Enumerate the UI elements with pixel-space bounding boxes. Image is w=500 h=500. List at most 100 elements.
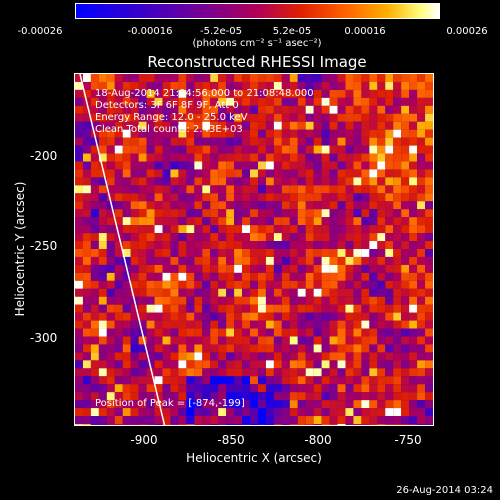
heatmap-cell [281, 360, 290, 369]
heatmap-cell [234, 249, 243, 257]
heatmap-cell [329, 129, 338, 138]
heatmap-cell [178, 225, 187, 234]
heatmap-cell [75, 288, 83, 297]
heatmap-cell [178, 360, 187, 369]
heatmap-cell [425, 209, 433, 218]
heatmap-cell [385, 113, 394, 122]
heatmap-cell [218, 113, 227, 122]
heatmap-cell [369, 304, 378, 313]
heatmap-cell [178, 392, 187, 401]
heatmap-cell [329, 89, 338, 98]
heatmap-cell [273, 320, 282, 329]
heatmap-cell [82, 384, 91, 393]
heatmap-cell [146, 288, 155, 297]
heatmap-cell [289, 145, 298, 154]
heatmap-cell [353, 288, 362, 297]
heatmap-cell [162, 241, 171, 250]
heatmap-cell [114, 145, 123, 154]
heatmap-cell [257, 185, 266, 194]
heatmap-cell [345, 74, 354, 82]
heatmap-cell [369, 328, 378, 337]
heatmap-cell [106, 328, 115, 337]
heatmap-cell [226, 177, 235, 186]
heatmap-cell [106, 121, 115, 130]
heatmap-cell [281, 304, 290, 313]
heatmap-cell [393, 400, 402, 409]
heatmap-cell [313, 121, 322, 130]
heatmap-cell [202, 256, 211, 265]
heatmap-cell [289, 392, 298, 401]
heatmap-cell [250, 161, 258, 170]
colorbar-unit: (photons cm⁻² s⁻¹ asec⁻²) [192, 38, 322, 49]
heatmap-cell [90, 89, 99, 98]
heatmap-cell [234, 233, 243, 242]
heatmap-cell [202, 89, 211, 98]
heatmap-cell [226, 169, 235, 178]
heatmap-cell [162, 217, 171, 226]
heatmap-cell [98, 344, 107, 353]
heatmap-cell [337, 97, 346, 106]
heatmap-cell [257, 288, 266, 297]
y-tick-label: -200 [30, 149, 58, 163]
heatmap-cell [90, 328, 99, 337]
heatmap-cell [329, 344, 338, 353]
heatmap-cell [361, 121, 370, 130]
heatmap-cell [321, 344, 330, 353]
heatmap-cell [98, 201, 107, 210]
heatmap-cell [313, 241, 322, 250]
heatmap-cell [210, 161, 219, 170]
heatmap-cell [202, 105, 211, 114]
heatmap-cell [409, 256, 418, 265]
heatmap-cell [250, 384, 258, 393]
heatmap-cell [250, 241, 258, 250]
heatmap-cell [226, 241, 235, 250]
heatmap-cell [178, 241, 187, 250]
heatmap-cell [353, 177, 362, 186]
heatmap-cell [409, 368, 418, 377]
heatmap-cell [242, 344, 251, 353]
heatmap-cell [154, 201, 163, 210]
heatmap-cell [106, 74, 115, 82]
heatmap-cell [234, 217, 243, 226]
heatmap-cell [226, 320, 235, 329]
heatmap-cell [289, 129, 298, 138]
heatmap-cell [218, 264, 227, 273]
heatmap-cell [114, 161, 123, 170]
heatmap-cell [162, 264, 171, 273]
heatmap-cell [75, 177, 83, 186]
heatmap-cell [130, 241, 139, 250]
heatmap-cell [106, 392, 115, 401]
heatmap-cell [273, 153, 282, 162]
heatmap-cell [345, 185, 354, 194]
heatmap-cell [385, 193, 394, 202]
heatmap-cell [234, 161, 243, 170]
heatmap-cell [329, 264, 338, 273]
heatmap-cell [289, 105, 298, 114]
heatmap-cell [226, 272, 235, 281]
heatmap-cell [162, 121, 171, 130]
heatmap-cell [393, 288, 402, 297]
heatmap-cell [305, 113, 314, 122]
heatmap-cell [170, 137, 179, 146]
heatmap-cell [377, 256, 386, 265]
heatmap-cell [130, 193, 139, 202]
heatmap-cell [75, 153, 83, 162]
heatmap-cell [130, 121, 139, 130]
heatmap-cell [250, 256, 258, 265]
heatmap-cell [409, 336, 418, 345]
heatmap-cell [345, 304, 354, 313]
heatmap-cell [377, 97, 386, 106]
heatmap-cell [218, 201, 227, 210]
heatmap-cell [377, 376, 386, 385]
heatmap-cell [202, 209, 211, 218]
heatmap-cell [186, 376, 195, 385]
heatmap-cell [361, 137, 370, 146]
heatmap-cell [265, 129, 274, 138]
colorbar [75, 3, 440, 19]
heatmap-cell [90, 280, 99, 289]
heatmap-cell [90, 424, 99, 425]
heatmap-cell [345, 113, 354, 122]
heatmap-cell [281, 217, 290, 226]
heatmap-cell [122, 97, 131, 106]
heatmap-cell [138, 161, 147, 170]
